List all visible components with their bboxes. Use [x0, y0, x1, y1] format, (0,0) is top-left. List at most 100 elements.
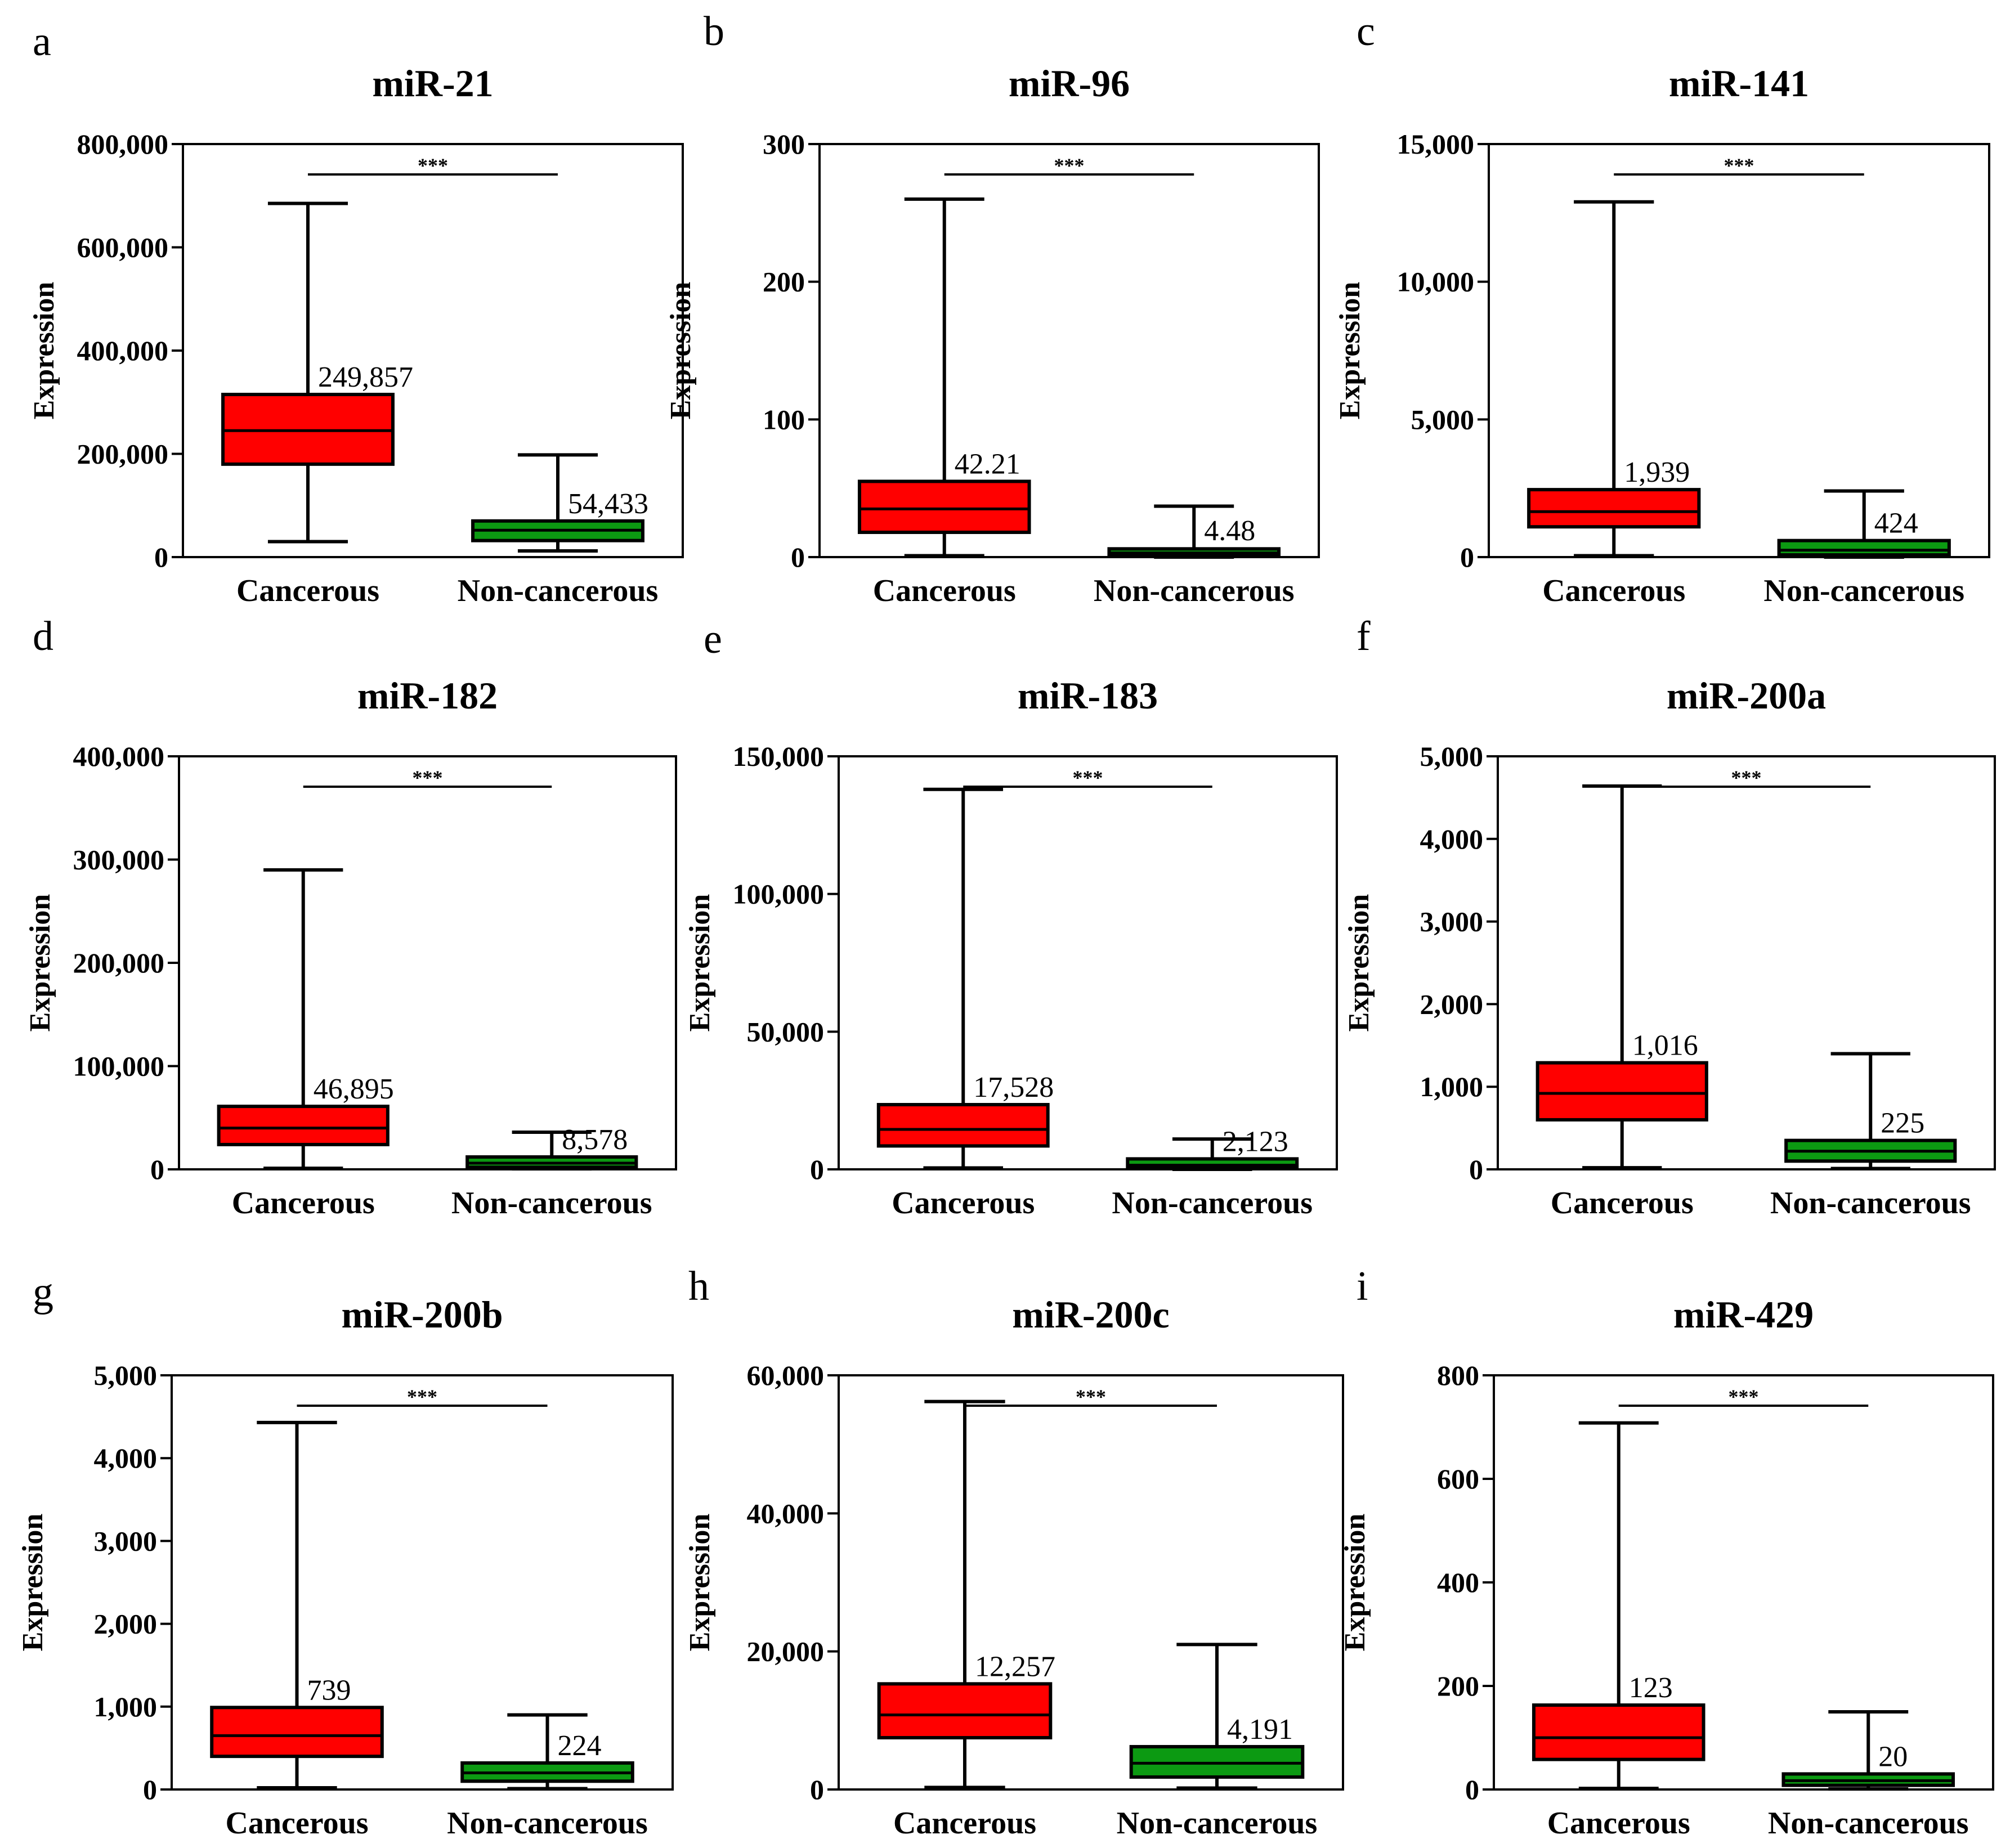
iqr-box	[1527, 488, 1701, 529]
y-tick-label: 200	[1437, 1670, 1479, 1702]
y-axis-title: Expression	[1339, 1514, 1371, 1652]
mean-value-label: 225	[1881, 1107, 1924, 1140]
panel-letter: g	[33, 1269, 53, 1315]
mean-value-label: 17,528	[973, 1071, 1054, 1104]
panel-letter: b	[704, 8, 724, 55]
plot-frame	[171, 1374, 674, 1791]
y-tick-label: 15,000	[1397, 128, 1475, 160]
chart-panel-f: f miR-200a 0 1,000 2,000 3,000 4,000 5,000 Expre…	[1343, 613, 1996, 1221]
chart-panel-e: e miR-183 0 50,000 100,000 150,000 Expression 1…	[684, 616, 1338, 1221]
chart-title: miR-200c	[1012, 1293, 1169, 1336]
chart-title: miR-182	[357, 674, 498, 717]
box-non-cancerous: 20	[1781, 1710, 1955, 1791]
y-tick-label: 200	[763, 266, 805, 298]
box-cancerous: 249,857	[221, 201, 413, 544]
y-tick-label: 4,000	[1420, 823, 1484, 855]
iqr-box	[217, 1105, 390, 1146]
box-cancerous: 17,528	[876, 787, 1054, 1170]
box-cancerous: 1,016	[1536, 784, 1708, 1170]
x-category-label: Non-cancerous	[458, 573, 659, 608]
panel-letter: c	[1357, 8, 1375, 55]
x-category-label: Cancerous	[232, 1186, 375, 1221]
mean-value-label: 2,123	[1223, 1125, 1288, 1158]
y-tick-label: 0	[1460, 541, 1474, 573]
iqr-box	[1777, 539, 1951, 557]
y-tick-label: 150,000	[733, 741, 825, 772]
chart-panel-c: c miR-141 0 5,000 10,000 15,000 Expression 1,93…	[1334, 8, 1990, 608]
significance-stars: ***	[1073, 766, 1103, 789]
box-cancerous: 12,257	[877, 1400, 1055, 1789]
y-tick-label: 2,000	[1420, 988, 1484, 1020]
y-tick-label: 600	[1437, 1463, 1479, 1495]
y-tick-label: 100,000	[733, 878, 825, 910]
y-tick-label: 0	[1469, 1154, 1483, 1185]
mean-value-label: 12,257	[975, 1650, 1055, 1683]
y-tick-label: 3,000	[94, 1525, 158, 1557]
y-tick-label: 20,000	[747, 1636, 825, 1667]
y-tick-label: 2,000	[94, 1608, 158, 1640]
significance-stars: ***	[407, 1385, 437, 1408]
plot-frame	[838, 755, 1338, 1170]
mean-value-label: 8,578	[562, 1124, 628, 1156]
y-tick-label: 400	[1437, 1567, 1479, 1598]
chart-panel-a: a miR-21 0 200,000 400,000 600,000 800,000 Expr…	[28, 19, 684, 608]
box-non-cancerous: 54,433	[471, 453, 648, 553]
chart-title: miR-200b	[341, 1293, 503, 1336]
y-tick-label: 400,000	[73, 741, 165, 772]
mean-value-label: 42.21	[955, 448, 1020, 480]
x-category-label: Cancerous	[236, 573, 379, 608]
y-tick-label: 800	[1437, 1360, 1479, 1391]
plot-frame	[1488, 143, 1990, 558]
chart-panel-b: b miR-96 0 100 200 300 Expression 42.21 Cancerou…	[665, 8, 1320, 608]
mean-value-label: 46,895	[314, 1073, 394, 1105]
y-tick-label: 600,000	[77, 232, 169, 263]
y-tick-label: 40,000	[747, 1497, 825, 1529]
y-tick-label: 50,000	[747, 1016, 825, 1047]
box-cancerous: 46,895	[217, 868, 394, 1170]
y-tick-label: 10,000	[1397, 266, 1475, 298]
box-non-cancerous: 8,578	[465, 1124, 638, 1171]
significance-stars: ***	[413, 766, 443, 789]
iqr-box	[210, 1706, 384, 1759]
y-tick-label: 0	[791, 541, 805, 573]
box-non-cancerous: 4,191	[1129, 1643, 1305, 1790]
y-tick-label: 0	[154, 541, 168, 573]
significance-stars: ***	[1054, 154, 1085, 177]
x-category-label: Cancerous	[1542, 573, 1685, 608]
y-tick-label: 4,000	[94, 1442, 158, 1474]
mean-value-label: 54,433	[568, 488, 648, 520]
box-cancerous: 123	[1532, 1421, 1705, 1791]
x-category-label: Non-cancerous	[1763, 573, 1964, 608]
x-category-label: Non-cancerous	[447, 1806, 648, 1841]
panel-letter: i	[1357, 1263, 1368, 1309]
plot-frame	[838, 1374, 1344, 1791]
x-category-label: Cancerous	[893, 1806, 1036, 1841]
x-category-label: Cancerous	[1551, 1186, 1694, 1221]
chart-title: miR-21	[372, 62, 493, 105]
y-tick-label: 200,000	[73, 947, 165, 979]
y-tick-label: 400,000	[77, 335, 169, 366]
y-tick-label: 3,000	[1420, 906, 1484, 938]
iqr-box	[1536, 1061, 1708, 1122]
iqr-box	[1532, 1703, 1705, 1761]
y-axis-title: Expression	[1334, 282, 1366, 420]
chart-panel-h: h miR-200c 0 20,000 40,000 60,000 Expression 12…	[684, 1263, 1344, 1841]
mean-value-label: 123	[1629, 1672, 1673, 1704]
y-tick-label: 0	[143, 1774, 157, 1805]
box-cancerous: 42.21	[857, 197, 1031, 558]
significance-stars: ***	[418, 154, 448, 177]
panel-letter: a	[33, 19, 51, 65]
panel-letter: f	[1357, 613, 1371, 660]
mean-value-label: 1,016	[1632, 1030, 1698, 1062]
x-category-label: Non-cancerous	[1768, 1806, 1969, 1841]
chart-title: miR-429	[1673, 1293, 1814, 1336]
y-tick-label: 1,000	[1420, 1071, 1484, 1102]
y-axis-title: Expression	[24, 894, 56, 1032]
iqr-box	[876, 1103, 1050, 1148]
y-tick-label: 1,000	[94, 1691, 158, 1723]
y-axis-title: Expression	[665, 282, 697, 420]
y-tick-label: 100,000	[73, 1051, 165, 1082]
y-tick-label: 0	[1465, 1774, 1479, 1805]
x-category-label: Non-cancerous	[1112, 1186, 1313, 1221]
